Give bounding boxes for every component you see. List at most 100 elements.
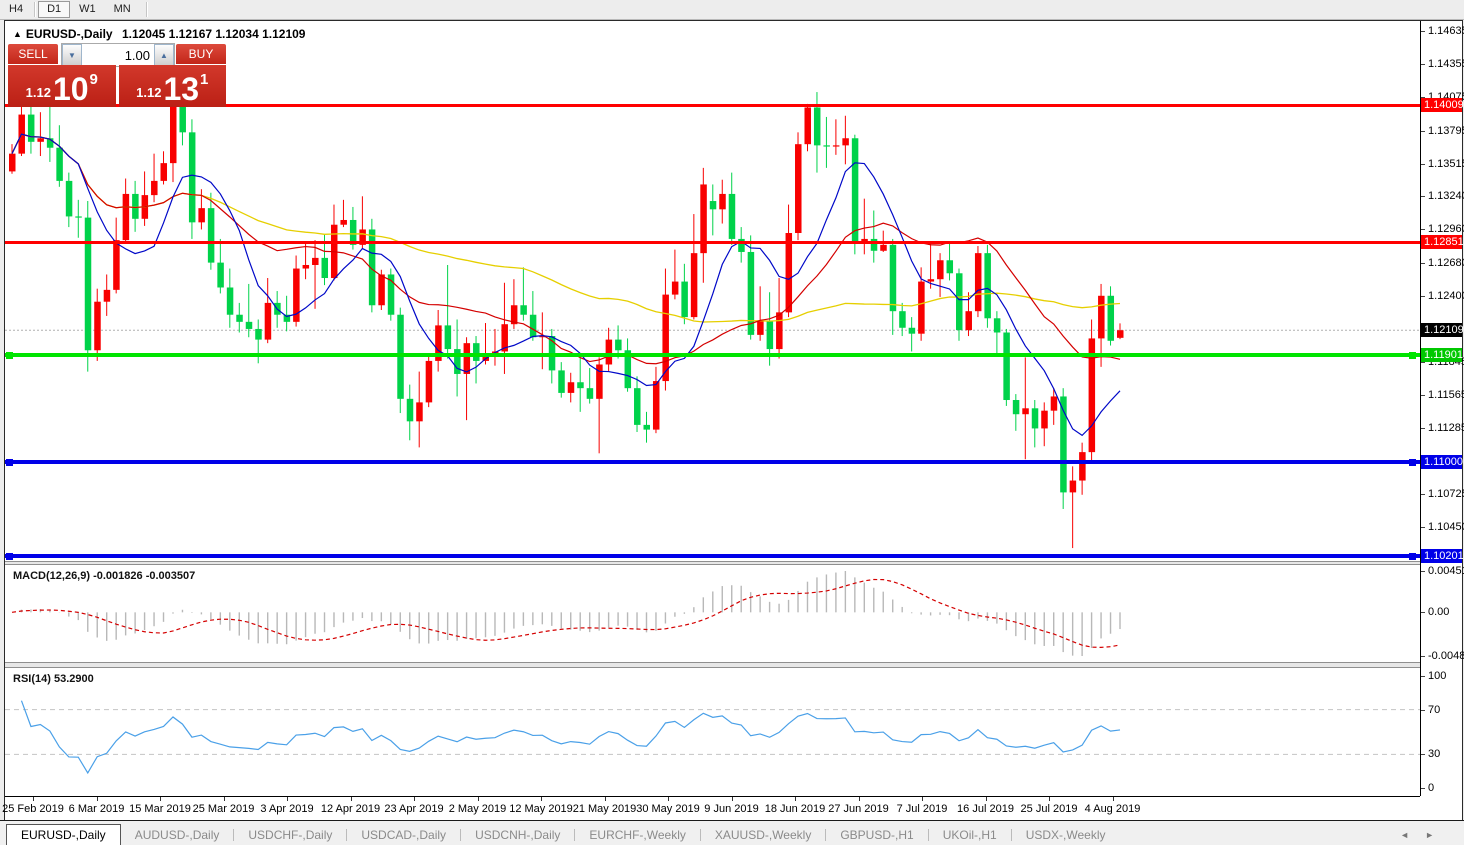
tab-usdcad-daily[interactable]: USDCAD-,Daily — [361, 828, 447, 842]
timeframe-button-w1[interactable]: W1 — [79, 3, 96, 15]
date-axis-tick — [731, 797, 733, 801]
macd-label: MACD(12,26,9) -0.001826 -0.003507 — [13, 570, 195, 582]
date-axis-label: 6 Mar 2019 — [68, 803, 125, 815]
collapse-triangle-icon[interactable]: ▲ — [13, 29, 22, 39]
tab-usdx-weekly[interactable]: USDX-,Weekly — [1025, 828, 1106, 842]
horizontal-level-line[interactable] — [5, 240, 1420, 244]
date-axis-label: 7 Jul 2019 — [896, 803, 948, 815]
tab-usdchf-daily[interactable]: USDCHF-,Daily — [248, 828, 333, 842]
buy-price-main: 13 — [163, 71, 200, 107]
price-axis-tick — [1421, 295, 1425, 297]
rsi-axis-label: 0 — [1428, 782, 1435, 794]
date-axis-tick — [858, 797, 860, 801]
macd-chart[interactable] — [5, 565, 1420, 662]
date-axis-tick — [160, 797, 161, 801]
price-axis[interactable]: 1.146351.143551.140751.137951.135151.132… — [1420, 21, 1464, 796]
line-handle[interactable] — [6, 351, 13, 359]
sell-price-main: 10 — [52, 71, 89, 107]
horizontal-level-line[interactable] — [5, 103, 1420, 107]
price-axis-tick-label: 1.13795 — [1428, 124, 1464, 137]
sell-button[interactable]: SELL — [8, 44, 58, 64]
macd-axis-tick — [1421, 656, 1425, 657]
horizontal-level-line[interactable] — [5, 459, 1420, 464]
price-axis-tick-label: 1.13515 — [1428, 157, 1464, 170]
price-axis-tick — [1421, 361, 1425, 363]
line-handle[interactable] — [6, 458, 13, 466]
date-axis-label: 27 Jun 2019 — [828, 803, 889, 815]
tab-ukoil-h1[interactable]: UKOil-,H1 — [942, 828, 997, 842]
date-axis-label: 2 May 2019 — [448, 803, 507, 815]
date-axis-label: 15 Mar 2019 — [129, 803, 191, 815]
price-axis-tick — [1421, 97, 1425, 99]
volume-decrease-icon[interactable]: ▼ — [62, 44, 82, 66]
rsi-axis-tick — [1421, 676, 1425, 677]
horizontal-level-line[interactable] — [5, 352, 1420, 357]
macd-axis-label: 0.004517 — [1428, 565, 1464, 577]
macd-axis-label: 0.00 — [1428, 606, 1450, 619]
date-axis-label: 3 Apr 2019 — [260, 803, 314, 815]
price-chart-pane[interactable]: ▲ EURUSD-,Daily 1.12045 1.12167 1.12034 1… — [5, 21, 1420, 561]
sell-price-display[interactable]: 1.12 10 9 — [8, 65, 116, 107]
tab-separator — [1010, 829, 1012, 841]
rsi-label: RSI(14) 53.2900 — [13, 673, 94, 685]
timeframe-button-h4[interactable]: H4 — [9, 3, 24, 15]
date-axis-tick — [668, 797, 669, 801]
volume-increase-icon[interactable]: ▲ — [154, 44, 174, 66]
volume-input[interactable] — [82, 44, 154, 66]
tab-scroll-right-icon[interactable]: ► — [1425, 830, 1450, 840]
date-axis-label: 18 Jun 2019 — [764, 803, 826, 815]
price-axis-tick — [1421, 31, 1425, 33]
rsi-indicator-pane[interactable]: RSI(14) 53.2900 — [5, 668, 1420, 796]
tab-xauusd-weekly[interactable]: XAUUSD-,Weekly — [714, 828, 812, 842]
tab-scroll-left-icon[interactable]: ◄ — [1400, 830, 1426, 840]
tab-gbpusd-h1[interactable]: GBPUSD-,H1 — [840, 828, 914, 842]
price-axis-tick — [1421, 494, 1425, 496]
rsi-axis-tick — [1421, 754, 1425, 756]
buy-price-display[interactable]: 1.12 13 1 — [118, 65, 226, 107]
sell-price-pipette: 9 — [89, 71, 98, 88]
chart-symbol-period: EURUSD-,Daily — [25, 27, 113, 41]
price-axis-tick-label: 1.12400 — [1428, 289, 1464, 302]
date-axis-tick — [96, 797, 98, 801]
sell-price-prefix: 1.12 — [25, 85, 51, 100]
date-axis-label: 16 Jul 2019 — [957, 803, 1014, 815]
tab-eurusd-daily[interactable]: EURUSD-,Daily — [6, 824, 121, 845]
date-axis-tick — [350, 797, 352, 801]
timeframe-button-d1[interactable]: D1 — [38, 1, 71, 18]
date-axis[interactable]: 25 Feb 2019 6 Mar 2019 15 Mar 2019 25 Mar 2… — [2, 796, 1420, 820]
tab-usdcnh-daily[interactable]: USDCNH-,Daily — [475, 828, 561, 842]
date-axis-tick — [922, 797, 923, 801]
horizontal-level-line[interactable] — [5, 554, 1420, 559]
tab-separator — [574, 829, 576, 841]
price-level-badge: 1.12851 — [1421, 235, 1464, 250]
rsi-axis-tick — [1421, 709, 1425, 711]
line-handle[interactable] — [1409, 458, 1416, 466]
pane-splitter[interactable] — [5, 662, 1460, 668]
date-axis-tick — [414, 797, 415, 801]
rsi-axis-label: 70 — [1428, 703, 1441, 716]
date-axis-tick — [33, 797, 34, 801]
buy-button[interactable]: BUY — [176, 44, 226, 64]
tab-separator — [233, 829, 235, 841]
price-axis-tick-label: 1.10450 — [1428, 520, 1464, 533]
volume-spinner: ▼ ▲ — [61, 43, 175, 67]
line-handle[interactable] — [1409, 351, 1416, 359]
timeframe-button-mn[interactable]: MN — [113, 3, 131, 15]
pane-splitter[interactable] — [5, 561, 1460, 565]
buy-price-prefix: 1.12 — [136, 85, 162, 100]
rsi-chart[interactable] — [5, 668, 1420, 796]
tab-audusd-daily[interactable]: AUDUSD-,Daily — [134, 828, 220, 842]
tab-separator — [699, 829, 701, 841]
date-axis-tick — [604, 797, 606, 801]
chart-tab-bar: EURUSD-,Daily AUDUSD-,Daily USDCHF-,Dail… — [0, 820, 1464, 845]
tab-eurchf-weekly[interactable]: EURCHF-,Weekly — [589, 828, 686, 842]
date-axis-label: 25 Mar 2019 — [192, 803, 255, 815]
price-axis-tick-label: 1.14355 — [1428, 58, 1464, 71]
tab-scroll-arrows[interactable]: ◄► — [1400, 830, 1450, 840]
date-axis-label: 4 Aug 2019 — [1084, 803, 1141, 815]
line-handle[interactable] — [6, 553, 13, 561]
line-handle[interactable] — [1409, 553, 1416, 561]
macd-indicator-pane[interactable]: MACD(12,26,9) -0.001826 -0.003507 — [5, 565, 1420, 662]
price-axis-tick — [1421, 163, 1425, 165]
tab-separator — [460, 829, 462, 841]
